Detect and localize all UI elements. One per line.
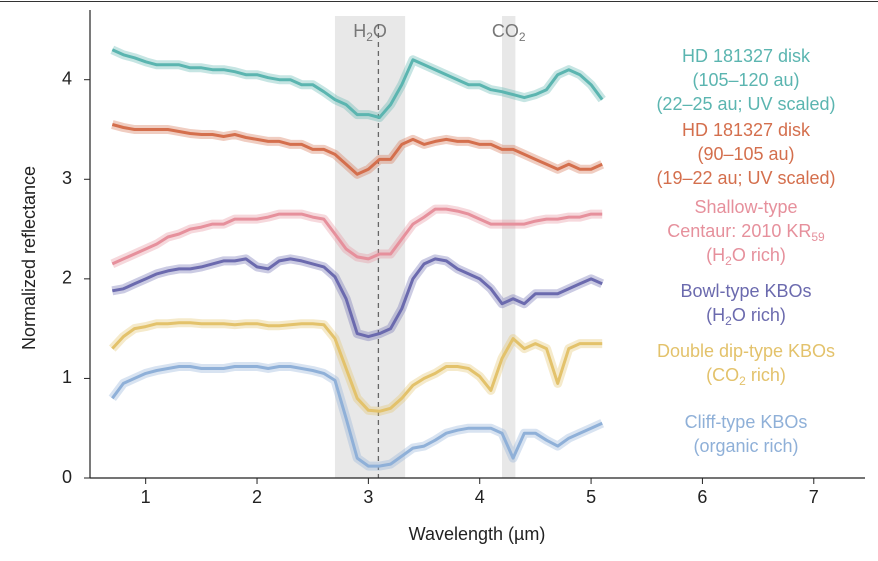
label-part: Shallow-type [694,197,797,217]
label-part: (organic rich) [693,436,798,456]
label-part: O [373,21,387,41]
label-part: (22–25 au; UV scaled) [656,94,835,114]
y-tick-label: 1 [62,367,72,387]
label-part: O rich) [732,305,786,325]
x-tick-label: 7 [809,487,819,507]
rich-label: (105–120 au) [692,70,799,90]
spectrum [111,321,603,413]
subscript: 2 [519,30,526,44]
label-part: HD 181327 disk [682,120,811,140]
rich-label: (H2O rich) [706,305,786,328]
x-tick-label: 1 [141,487,151,507]
spectrum [111,207,603,266]
spectrum [111,48,604,119]
spectrum [111,365,603,468]
label-part: (19–22 au; UV scaled) [656,168,835,188]
plot [108,45,606,471]
band [501,16,516,478]
label-part: Cliff-type KBOs [685,412,808,432]
subscript: 2 [366,30,373,44]
rich-label: Centaur: 2010 KR59 [667,221,825,244]
x-axis-label: Wavelength (µm) [409,524,546,544]
subscript: 59 [811,230,825,244]
label-part: Centaur: 2010 KR [667,221,811,241]
label-part: (CO [706,365,739,385]
x-tick-label: 5 [586,487,596,507]
label-part: HD 181327 disk [682,46,811,66]
rich-label: HD 181327 disk [682,46,811,66]
x-tick-label: 3 [363,487,373,507]
legend: HD 181327 disk (105–120 au) (22–25 au; UV … [656,46,835,456]
rich-label: H2O [353,21,387,44]
rich-label: CO2 [492,21,526,44]
subscript: 2 [739,374,746,388]
y-tick-label: 3 [62,168,72,188]
x-tick-label: 6 [697,487,707,507]
rich-label: Cliff-type KBOs [685,412,808,432]
band [334,16,406,478]
subscript: 2 [725,314,732,328]
rich-label: (H2O rich) [706,245,786,268]
rich-label: HD 181327 disk [682,120,811,140]
rich-label: (22–25 au; UV scaled) [656,94,835,114]
label-part: rich) [746,365,786,385]
label-part: O rich) [732,245,786,265]
subscript: 2 [725,254,732,268]
rich-label: Double dip-type KBOs [657,341,835,361]
y-tick-label: 2 [62,268,72,288]
bands: H2O CO2 [334,16,526,478]
label-part: Double dip-type KBOs [657,341,835,361]
rich-label: Bowl-type KBOs [680,281,811,301]
spectrum [111,123,603,176]
rich-label: (CO2 rich) [706,365,786,388]
y-axis-label: Normalized reflectance [19,166,39,350]
spectrum [112,257,603,339]
rich-label: (19–22 au; UV scaled) [656,168,835,188]
label-part: (H [706,245,725,265]
rich-label: (organic rich) [693,436,798,456]
label-part: Bowl-type KBOs [680,281,811,301]
y-tick-label: 4 [62,68,72,88]
label-part: CO [492,21,519,41]
label-part: (H [706,305,725,325]
label-part: H [353,21,366,41]
label-part: (105–120 au) [692,70,799,90]
x-tick-label: 4 [475,487,485,507]
rich-label: Shallow-type [694,197,797,217]
y-tick-label: 0 [62,467,72,487]
label-part: (90–105 au) [697,144,794,164]
x-tick-label: 2 [252,487,262,507]
rich-label: (90–105 au) [697,144,794,164]
